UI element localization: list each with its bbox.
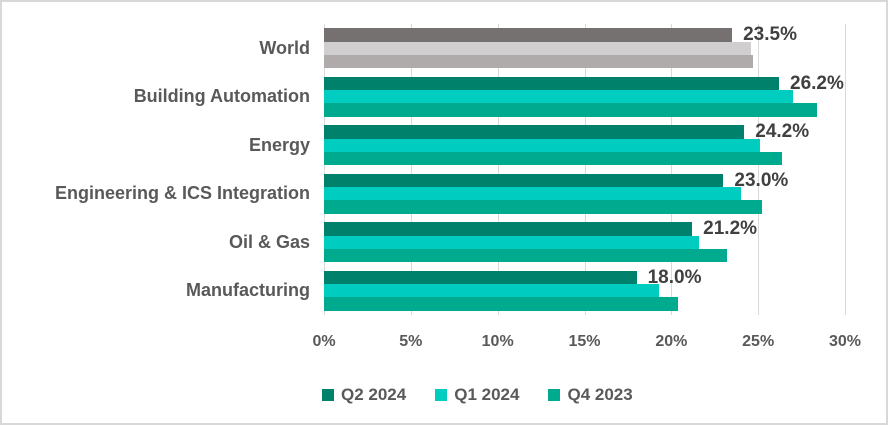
bar-q2-2024-world[interactable] [324, 28, 733, 42]
legend-swatch-icon [548, 389, 561, 401]
gridline-15 [584, 24, 586, 315]
x-tick-5: 5% [399, 333, 423, 350]
bar-q2-2024-energy[interactable] [324, 125, 745, 139]
legend-swatch-icon [435, 389, 448, 401]
legend-label: Q4 2023 [567, 385, 633, 404]
x-tick-30: 30% [828, 333, 862, 350]
bar-group-engineering-ics-integration: 23.0% [324, 170, 845, 219]
data-label-manufacturing: 18.0% [647, 266, 702, 288]
category-label-engineering-ics-integration: Engineering & ICS Integration [54, 183, 310, 204]
legend-item-q4-2023[interactable]: Q4 2023 [548, 385, 633, 405]
category-label-oil-gas: Oil & Gas [228, 231, 310, 252]
legend-swatch-icon [322, 389, 334, 401]
bar-q2-2024-oil-gas[interactable] [324, 222, 693, 236]
data-label-engineering-ics-integration: 23.0% [734, 169, 789, 191]
data-label-oil-gas: 21.2% [703, 218, 758, 240]
data-label-building-automation: 26.2% [790, 72, 844, 94]
x-tick-25: 25% [742, 333, 775, 350]
bar-q4-2023-energy[interactable] [324, 151, 783, 166]
legend-label: Q2 2024 [341, 385, 407, 404]
plot-area: 23.5% 26.2% 24.2% 23.0% 21.2% 18.0% [324, 24, 846, 315]
legend-item-q2-2024[interactable]: Q2 2024 [322, 385, 406, 405]
data-label-world: 23.5% [743, 24, 797, 46]
bar-q1-2024-manufacturing[interactable] [324, 284, 660, 298]
bar-q4-2023-building-automation[interactable] [324, 103, 818, 117]
gridline-10 [497, 24, 499, 315]
x-axis-tick-labels: 0% 5% 10% 15% 20% 25% 30% [312, 333, 861, 357]
bar-q4-2023-world[interactable] [324, 54, 753, 69]
bar-groups-container: 23.5% 26.2% 24.2% 23.0% 21.2% 18.0% [324, 24, 845, 315]
category-label-manufacturing: Manufacturing [186, 280, 310, 301]
x-tick-20: 20% [655, 333, 688, 350]
bar-q4-2023-oil-gas[interactable] [324, 248, 727, 263]
gridline-30 [845, 24, 846, 315]
bar-q2-2024-manufacturing[interactable] [324, 270, 637, 285]
category-label-world: World [259, 37, 310, 58]
category-label-building-automation: Building Automation [133, 86, 310, 107]
gridline-20 [671, 24, 673, 315]
bar-q1-2024-world[interactable] [324, 41, 752, 55]
bar-q1-2024-energy[interactable] [324, 138, 760, 152]
bar-group-energy: 24.2% [324, 121, 845, 170]
bar-q2-2024-building-automation[interactable] [324, 76, 779, 91]
gridline-5 [410, 24, 412, 315]
x-tick-15: 15% [568, 333, 601, 350]
bar-group-oil-gas: 21.2% [324, 218, 845, 267]
bar-group-manufacturing: 18.0% [324, 267, 845, 316]
bar-q1-2024-building-automation[interactable] [324, 90, 793, 104]
data-label-energy: 24.2% [755, 121, 810, 143]
bar-q4-2023-engineering-ics-integration[interactable] [324, 200, 762, 214]
bar-q1-2024-oil-gas[interactable] [324, 235, 700, 249]
bar-q1-2024-engineering-ics-integration[interactable] [324, 187, 741, 201]
legend-label: Q1 2024 [454, 385, 520, 404]
bar-q4-2023-manufacturing[interactable] [324, 297, 679, 311]
bar-group-building-automation: 26.2% [324, 73, 845, 122]
x-tick-10: 10% [481, 333, 514, 350]
bar-q2-2024-engineering-ics-integration[interactable] [324, 173, 724, 188]
legend-item-q1-2024[interactable]: Q1 2024 [435, 385, 519, 405]
gridline-0 [324, 24, 325, 315]
x-tick-0: 0% [312, 333, 336, 350]
category-axis-labels: World Building Automation Energy Engineerin… [10, 24, 310, 315]
category-label-energy: Energy [248, 134, 310, 155]
bar-group-world: 23.5% [324, 24, 845, 73]
legend: Q2 2024 Q1 2024 Q4 2023 [322, 385, 633, 405]
gridline-25 [758, 24, 760, 315]
